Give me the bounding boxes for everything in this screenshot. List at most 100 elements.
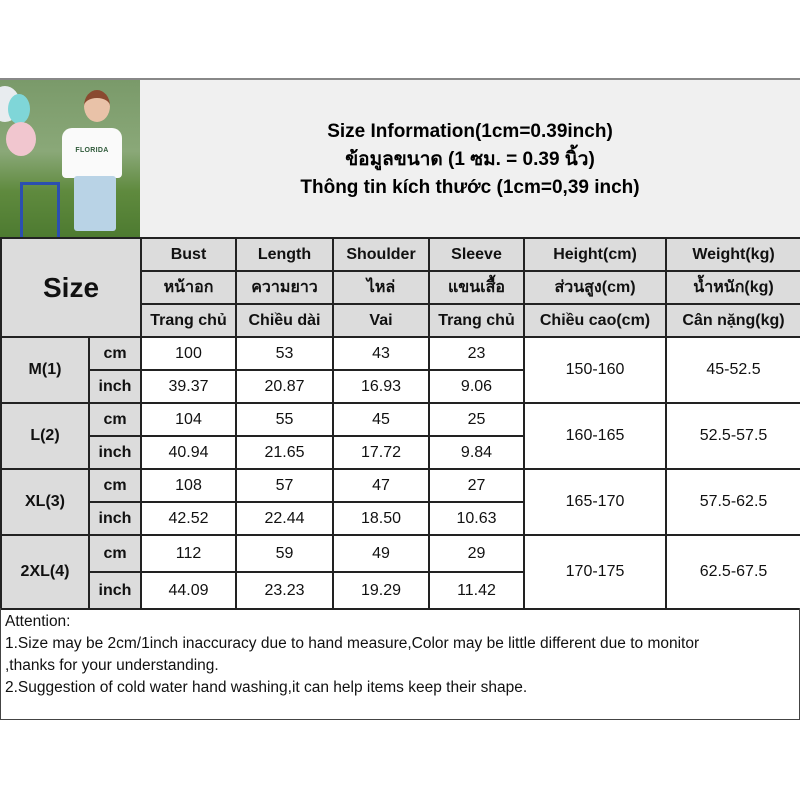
header-banner: FLORIDA Size Information(1cm=0.39inch) ข… [0,78,800,239]
weight-range: 52.5-57.5 [665,402,800,470]
unit-label: inch [88,501,142,536]
title-thai: ข้อมูลขนาด (1 ซม. = 0.39 นิ้ว) [345,148,595,170]
table-row: M(1) cm 100 53 43 23 150-160 45-52.5 [0,336,800,404]
table-row: L(2) cm 104 55 45 25 160-165 52.5-57.5 [0,402,800,470]
table-row: inch 42.52 22.44 18.50 10.63 [1,501,800,536]
unit-label: cm [88,468,142,503]
balloon-pink [6,122,36,156]
size-label: XL(3) [0,468,90,536]
cell-value: 112 [140,534,237,573]
cell-value: 104 [140,402,237,437]
size-information-title: Size Information(1cm=0.39inch) ข้อมูลขนา… [140,80,800,239]
cell-value: 20.87 [235,369,334,404]
size-header: Size [0,237,142,338]
attention-note-1: 1.Size may be 2cm/1inch inaccuracy due t… [5,635,700,652]
cell-value: 18.50 [332,501,430,536]
column-header: Height(cm) [523,237,667,272]
column-header: หน้าอก [140,270,237,305]
attention-heading: Attention: [5,613,71,630]
title-vietnamese: Thông tin kích thước (1cm=0,39 inch) [300,176,640,198]
title-english: Size Information(1cm=0.39inch) [327,120,613,142]
cell-value: 21.65 [235,435,334,470]
attention-note-1-cont: ,thanks for your understanding. [5,657,219,674]
cell-value: 10.63 [428,501,525,536]
cell-value: 25 [428,402,525,437]
size-label: M(1) [0,336,90,404]
cell-value: 9.84 [428,435,525,470]
column-header: Shoulder [332,237,430,272]
cell-value: 49 [332,534,430,573]
weight-range: 62.5-67.5 [665,534,800,610]
column-header: แขนเสื้อ [428,270,525,305]
weight-range: 45-52.5 [665,336,800,404]
column-header: Trang chủ [428,303,525,338]
cell-value: 11.42 [428,571,525,610]
column-header: Sleeve [428,237,525,272]
column-header: Trang chủ [140,303,237,338]
height-range: 170-175 [523,534,667,610]
weight-range: 57.5-62.5 [665,468,800,536]
unit-label: inch [88,369,142,404]
model-skirt [74,176,116,231]
attention-note-2: 2.Suggestion of cold water hand washing,… [5,679,528,696]
column-header: Vai [332,303,430,338]
table-row: XL(3) cm 108 57 47 27 165-170 57.5-62.5 [0,468,800,536]
cell-value: 19.29 [332,571,430,610]
cell-value: 9.06 [428,369,525,404]
table-row: inch 44.09 23.23 19.29 11.42 [1,571,800,610]
cell-value: 40.94 [140,435,237,470]
size-chart-body: Size Bust Length Shoulder Sleeve Height(cm) We… [0,237,800,610]
cell-value: 47 [332,468,430,503]
column-header: Bust [140,237,237,272]
cell-value: 108 [140,468,237,503]
column-header: Weight(kg) [665,237,800,272]
cell-value: 55 [235,402,334,437]
cell-value: 53 [235,336,334,371]
unit-label: cm [88,534,142,573]
header-row: Trang chủ Chiều dài Vai Trang chủ Chiều cao(… [1,303,800,338]
height-range: 165-170 [523,468,667,536]
balloon-teal [8,94,30,124]
cell-value: 44.09 [140,571,237,610]
cell-value: 45 [332,402,430,437]
unit-label: inch [88,571,142,610]
cell-value: 100 [140,336,237,371]
header-row: หน้าอก ความยาว ไหล่ แขนเสื้อ ส่วนสูง(cm) น้ำห… [1,270,800,305]
column-header: ส่วนสูง(cm) [523,270,667,305]
model-head [84,90,110,122]
cell-value: 39.37 [140,369,237,404]
cell-value: 59 [235,534,334,573]
column-header: Length [235,237,334,272]
column-header: น้ำหนัก(kg) [665,270,800,305]
cell-value: 43 [332,336,430,371]
cell-value: 16.93 [332,369,430,404]
column-header: ไหล่ [332,270,430,305]
height-range: 150-160 [523,336,667,404]
cell-value: 23 [428,336,525,371]
size-label: 2XL(4) [0,534,90,610]
table-row: inch 40.94 21.65 17.72 9.84 [1,435,800,470]
header-row: Size Bust Length Shoulder Sleeve Height(cm) We… [0,237,800,338]
size-label: L(2) [0,402,90,470]
cell-value: 27 [428,468,525,503]
unit-label: cm [88,336,142,371]
cell-value: 57 [235,468,334,503]
column-header: Chiều cao(cm) [523,303,667,338]
cell-value: 17.72 [332,435,430,470]
unit-label: inch [88,435,142,470]
attention-notes: Attention: 1.Size may be 2cm/1inch inacc… [0,608,800,720]
column-header: Chiều dài [235,303,334,338]
cell-value: 29 [428,534,525,573]
blue-chair [20,182,60,239]
cell-value: 42.52 [140,501,237,536]
cell-value: 23.23 [235,571,334,610]
unit-label: cm [88,402,142,437]
model-shirt [62,128,122,178]
table-row: 2XL(4) cm 112 59 49 29 170-175 62.5-67.5 [0,534,800,610]
size-chart-table: Size Bust Length Shoulder Sleeve Height(cm) We… [0,237,800,610]
table-row: inch 39.37 20.87 16.93 9.06 [1,369,800,404]
cell-value: 22.44 [235,501,334,536]
column-header: Cân nặng(kg) [665,303,800,338]
column-header: ความยาว [235,270,334,305]
height-range: 160-165 [523,402,667,470]
